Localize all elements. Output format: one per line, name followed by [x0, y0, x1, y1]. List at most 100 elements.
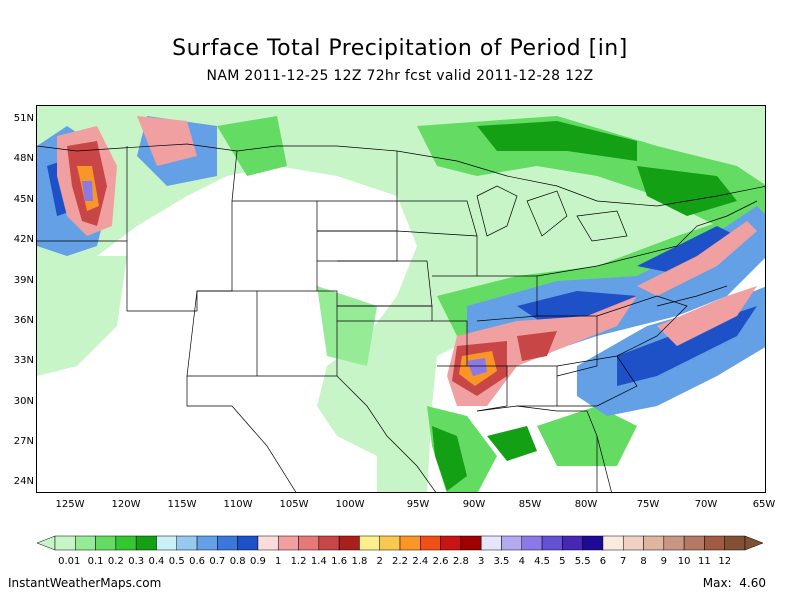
- colorbar-label: 1.4: [310, 556, 327, 567]
- lon-label-125w: 125W: [55, 499, 85, 510]
- lon-label-80w: 80W: [574, 499, 598, 510]
- colorbar-cell: [480, 535, 502, 551]
- map-canvas: [37, 106, 765, 492]
- colorbar-label: 5: [559, 556, 566, 567]
- lat-label-45n: 45N: [13, 194, 34, 205]
- colorbar-cell: [683, 535, 705, 551]
- colorbar-cell: [257, 535, 279, 551]
- lat-label-24n: 24N: [13, 476, 34, 487]
- colorbar-label: 0.8: [229, 556, 246, 567]
- colorbar-label: 5.5: [574, 556, 591, 567]
- max-value-label: Max: 4.60: [703, 576, 766, 590]
- lat-label-51n: 51N: [13, 113, 34, 124]
- colorbar-label: 0.1: [87, 556, 104, 567]
- colorbar-label: 4.5: [534, 556, 550, 567]
- colorbar-label: 2.4: [412, 556, 429, 567]
- colorbar-cell: [298, 535, 320, 551]
- colorbar-label: 8: [640, 556, 647, 567]
- precip-colorbar: [36, 535, 764, 551]
- colorbar-cell: [217, 535, 238, 551]
- max-label: Max:: [702, 576, 732, 590]
- colorbar-label: 6: [599, 556, 607, 567]
- lon-label-70w: 70W: [694, 499, 718, 510]
- colorbar-cell: [582, 535, 604, 551]
- lon-label-115w: 115W: [167, 499, 197, 510]
- colorbar-cell: [724, 535, 746, 551]
- colorbar-cell: [399, 535, 421, 551]
- colorbar-cell: [318, 535, 340, 551]
- lat-label-39n: 39N: [13, 275, 34, 286]
- colorbar-label: 10: [677, 556, 691, 567]
- colorbar-label: 12: [718, 556, 732, 567]
- colorbar-cell: [622, 535, 644, 551]
- colorbar-label: 2.8: [452, 556, 469, 567]
- lon-label-110w: 110W: [223, 499, 253, 510]
- colorbar-label: 0.4: [148, 556, 165, 567]
- lat-label-33n: 33N: [13, 355, 34, 366]
- colorbar-label: 2: [376, 556, 383, 567]
- lat-label-30n: 30N: [13, 396, 34, 407]
- max-value: 4.60: [739, 576, 766, 590]
- colorbar-cell: [460, 535, 482, 551]
- colorbar-label: 0.5: [168, 556, 185, 567]
- lat-label-27n: 27N: [13, 436, 34, 447]
- colorbar-cell: [704, 535, 725, 551]
- colorbar-cell: [440, 535, 462, 551]
- colorbar-label: 0.3: [128, 556, 145, 567]
- lat-label-48n: 48N: [13, 153, 34, 164]
- colorbar-label: 0.9: [249, 556, 266, 567]
- colorbar-cell: [359, 535, 380, 551]
- colorbar-cell: [521, 535, 543, 551]
- colorbar-label: 2.6: [432, 556, 449, 567]
- lon-label-75w: 75W: [636, 499, 660, 510]
- colorbar-label: 0.7: [209, 556, 226, 567]
- lon-label-100w: 100W: [335, 499, 365, 510]
- lat-label-36n: 36N: [13, 315, 34, 326]
- colorbar-cell: [501, 535, 523, 551]
- lon-label-120w: 120W: [111, 499, 141, 510]
- lon-label-105w: 105W: [279, 499, 309, 510]
- colorbar-label: 0.2: [107, 556, 124, 567]
- colorbar-cell: [135, 535, 157, 551]
- colorbar-label: 2.2: [392, 556, 408, 567]
- lon-label-95w: 95W: [406, 499, 430, 510]
- precip-dark-green: [432, 121, 737, 491]
- colorbar-cell: [643, 535, 665, 551]
- colorbar-cell: [95, 535, 117, 551]
- colorbar-label: 9: [660, 556, 667, 567]
- colorbar-label: 4: [518, 556, 525, 567]
- precip-purple: [82, 181, 487, 376]
- colorbar-cell: [156, 535, 178, 551]
- colorbar-cell: [277, 535, 299, 551]
- colorbar-cell: [115, 535, 137, 551]
- boundaries: [37, 143, 765, 492]
- lat-label-42n: 42N: [13, 234, 34, 245]
- colorbar-cell: [602, 535, 624, 551]
- lon-label-85w: 85W: [518, 499, 542, 510]
- colorbar-label: 0.6: [189, 556, 205, 567]
- colorbar-cell: [54, 535, 76, 551]
- colorbar-label: 3: [477, 556, 485, 567]
- colorbar-cell: [196, 535, 218, 551]
- colorbar-label: 0.01: [58, 556, 81, 567]
- colorbar-label: 1.8: [351, 556, 368, 567]
- colorbar-cell: [75, 535, 96, 551]
- colorbar-cell: [379, 535, 401, 551]
- colorbar-label: 11: [698, 556, 711, 567]
- lon-label-90w: 90W: [462, 499, 486, 510]
- colorbar-cell: [562, 535, 583, 551]
- colorbar-label: 3.5: [493, 556, 510, 567]
- precip-light-green: [37, 106, 765, 492]
- colorbar-cell: [237, 535, 259, 551]
- source-label: InstantWeatherMaps.com: [8, 576, 162, 590]
- lon-label-65w: 65W: [752, 499, 776, 510]
- colorbar-cell: [541, 535, 563, 551]
- colorbar-arrow-right: [744, 535, 764, 551]
- colorbar-arrow-left: [36, 535, 56, 551]
- colorbar-label: 7: [620, 556, 627, 567]
- map-subtitle: NAM 2011-12-25 12Z 72hr fcst valid 2011-…: [206, 68, 594, 84]
- colorbar-label: 1: [275, 556, 282, 567]
- colorbar-cell: [176, 535, 198, 551]
- colorbar-cell: [338, 535, 360, 551]
- colorbar-label: 1.2: [290, 556, 307, 567]
